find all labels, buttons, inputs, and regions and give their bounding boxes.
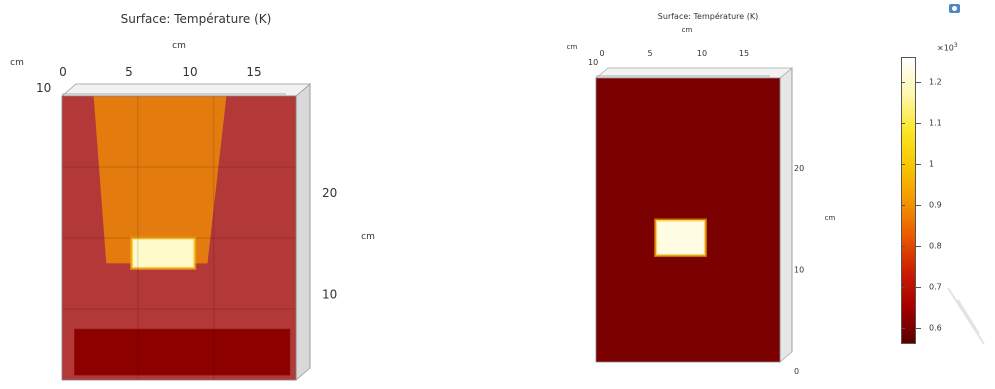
region-rectangle xyxy=(130,236,197,270)
colorbar-tick-label: 1.2 xyxy=(929,77,942,87)
colorbar-tick-label: 0.7 xyxy=(929,282,942,292)
colorbar-tick-mark xyxy=(901,245,905,247)
z-tick-label: 10 xyxy=(588,58,598,67)
colorbar-multiplier: ×103 xyxy=(937,42,958,53)
x-tick-label: 0 xyxy=(59,65,67,79)
x-tick-label: 10 xyxy=(182,65,197,79)
colorbar-tick-mark xyxy=(901,327,905,329)
colorbar-tick-mark xyxy=(916,81,921,83)
x-axis-unit: cm xyxy=(172,41,186,51)
x-tick-label: 15 xyxy=(739,49,749,58)
colorbar-tick-label: 0.8 xyxy=(929,241,942,251)
z-axis-unit: cm xyxy=(10,58,24,68)
region-rectangle xyxy=(654,218,707,257)
z-tick-label: 10 xyxy=(36,81,51,95)
colorbar-tick-label: 1.1 xyxy=(929,118,942,128)
box-side-face xyxy=(779,67,793,363)
plot-title: Surface: Température (K) xyxy=(120,12,272,26)
colorbar-tick-mark xyxy=(916,327,921,329)
colorbar-tick-label: 0.6 xyxy=(929,323,942,333)
colorbar-tick-mark xyxy=(901,204,905,206)
camera-icon[interactable] xyxy=(949,4,960,13)
x-tick-label: 10 xyxy=(697,49,707,58)
temperature-plot-3d: Surface: Température (K) cm cm cm 0 5 10 15… xyxy=(0,0,380,389)
z-axis-unit: cm xyxy=(566,43,578,51)
y-axis-unit: cm xyxy=(824,214,836,222)
colorbar-tick-mark xyxy=(901,286,905,288)
x-axis-unit: cm xyxy=(681,26,693,34)
y-tick-label: 0 xyxy=(794,367,799,376)
colorbar-tick-mark xyxy=(916,286,921,288)
colorbar-gradient xyxy=(901,57,916,344)
colorbar-legend: ×103 0.6 0.7 0.8 0.9 1 1.1 1.2 xyxy=(880,0,995,389)
plot-title: Surface: Température (K) xyxy=(657,12,759,21)
colorbar-tick-mark xyxy=(916,204,921,206)
y-axis-unit: cm xyxy=(361,232,375,242)
box-side-face xyxy=(295,83,311,381)
y-tick-label: 20 xyxy=(794,164,804,173)
region-slab xyxy=(74,328,291,376)
colorbar-tick-label: 1 xyxy=(929,159,935,169)
y-tick-label: 20 xyxy=(322,186,337,200)
plot-frame xyxy=(61,95,297,381)
box-top-face xyxy=(594,67,794,79)
colorbar-tick-mark xyxy=(901,122,905,124)
colorbar-tick-mark xyxy=(901,81,905,83)
plot-frame xyxy=(595,77,781,363)
region-tapered-column xyxy=(93,96,227,264)
colorbar-tick-mark xyxy=(916,122,921,124)
y-tick-label: 10 xyxy=(322,288,337,302)
colorbar-tick-mark xyxy=(901,163,905,165)
colorbar-tick-mark xyxy=(916,245,921,247)
x-tick-label: 15 xyxy=(246,65,261,79)
y-tick-label: 10 xyxy=(794,266,804,275)
colorbar-tick-mark xyxy=(916,163,921,165)
x-tick-label: 5 xyxy=(125,65,133,79)
x-tick-label: 5 xyxy=(647,49,652,58)
temperature-plot-front: Surface: Température (K) cm cm cm 0 5 10 15… xyxy=(548,0,848,389)
x-tick-label: 0 xyxy=(599,49,604,58)
colorbar-tick-label: 0.9 xyxy=(929,200,942,210)
